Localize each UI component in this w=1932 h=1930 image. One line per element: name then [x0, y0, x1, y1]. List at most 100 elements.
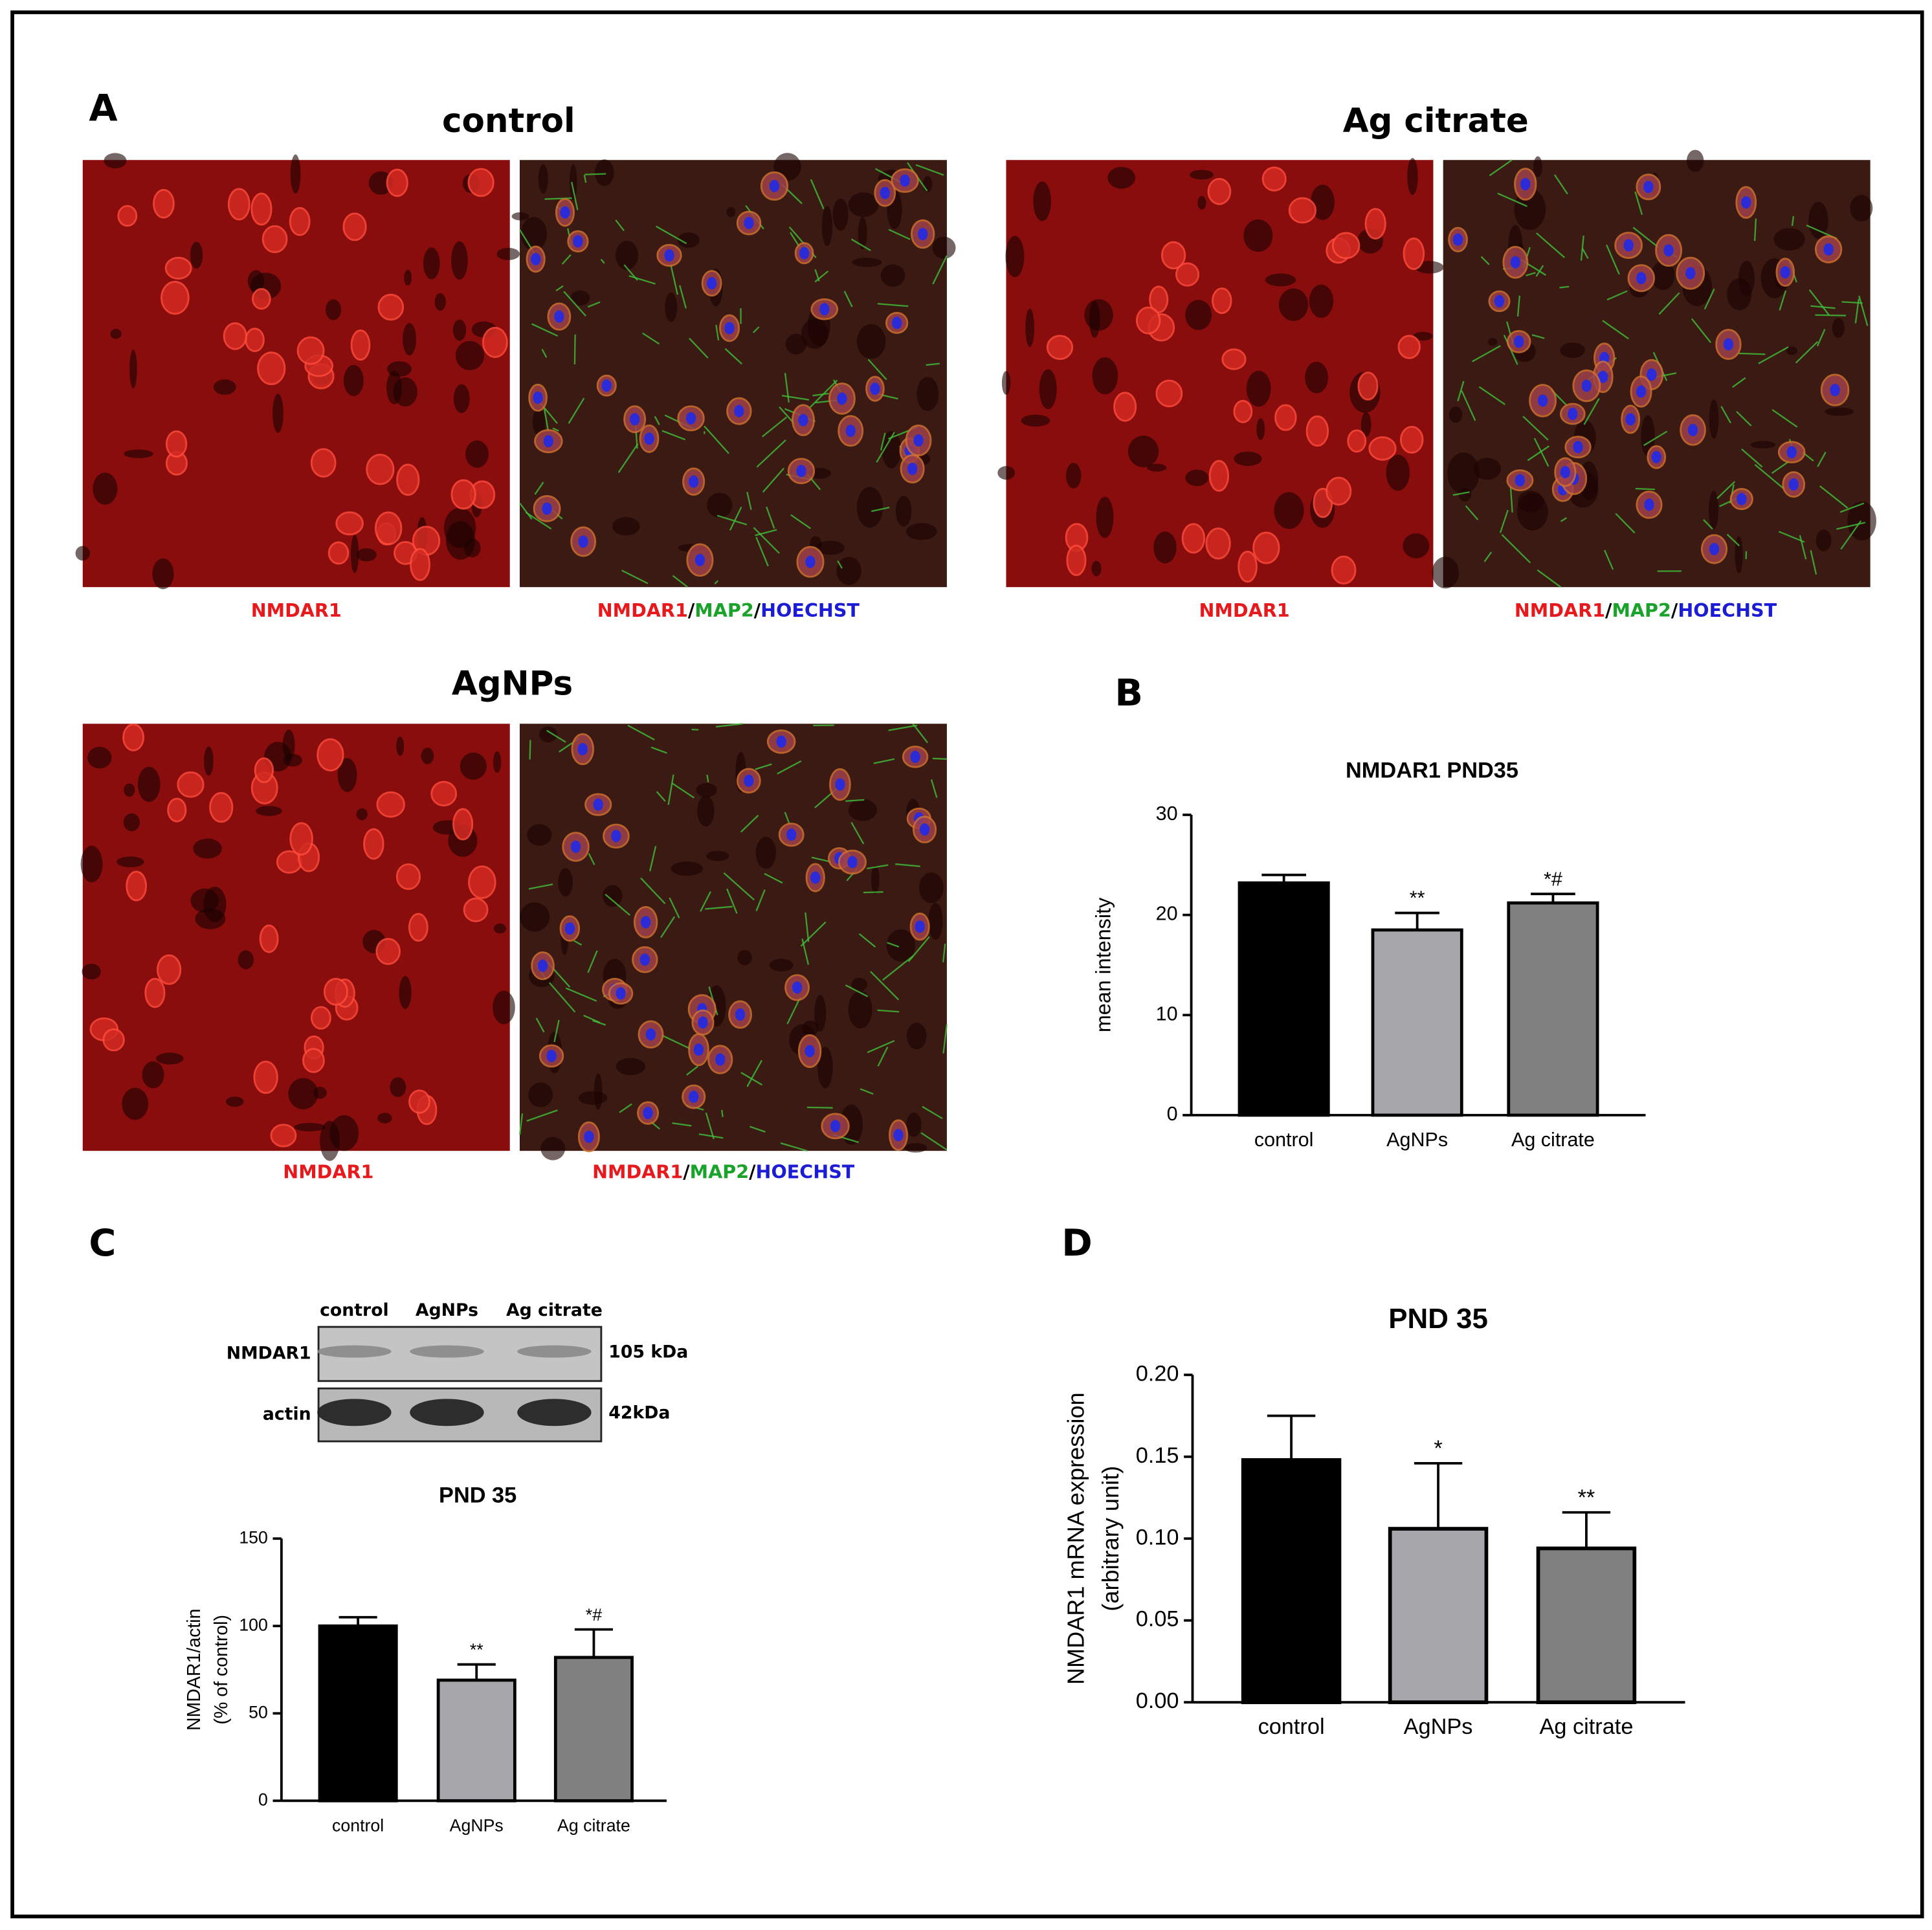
- dark-spot: [1190, 170, 1214, 180]
- dark-spot: [156, 1052, 184, 1065]
- nucleus: [542, 502, 552, 515]
- nucleus: [805, 1045, 815, 1058]
- y-tick-label: 30: [1156, 803, 1178, 825]
- cell: [1331, 555, 1357, 585]
- cell: [350, 329, 371, 361]
- fiber: [1452, 491, 1470, 496]
- fiber: [755, 537, 769, 567]
- fiber: [661, 430, 686, 441]
- dark-spot: [527, 824, 552, 846]
- dark-spot: [755, 837, 777, 869]
- dark-spot: [1147, 463, 1167, 472]
- dark-spot: [204, 746, 214, 776]
- fiber: [850, 238, 871, 252]
- fiber: [555, 285, 564, 292]
- x-tick-label: Ag citrate: [1511, 1129, 1595, 1151]
- caption-part: HOECHST: [1678, 599, 1777, 621]
- fiber: [1738, 352, 1766, 355]
- caption-part: MAP2: [690, 1160, 749, 1182]
- cell: [261, 225, 288, 254]
- dark-spot: [616, 240, 639, 270]
- fiber: [623, 264, 638, 281]
- nucleus: [1685, 267, 1696, 280]
- caption-part: /: [749, 1160, 756, 1182]
- cell: [1364, 208, 1386, 239]
- dark-spot: [814, 995, 827, 1032]
- dark-spot: [1709, 399, 1719, 439]
- fiber: [922, 1105, 943, 1120]
- fiber: [686, 1065, 699, 1076]
- dark-spot: [570, 164, 577, 201]
- dark-spot: [1005, 236, 1025, 278]
- dark-spot: [1825, 407, 1854, 416]
- fiber: [915, 164, 944, 176]
- nucleus: [693, 1043, 704, 1056]
- fiber: [761, 416, 788, 438]
- cell: [1252, 531, 1280, 564]
- fiber: [749, 1126, 766, 1133]
- fiber: [845, 984, 869, 997]
- fiber: [669, 897, 680, 918]
- cell: [316, 738, 344, 771]
- dark-spot: [848, 799, 878, 821]
- dark-spot: [817, 1047, 833, 1089]
- fiber: [867, 359, 887, 381]
- cell: [1207, 178, 1232, 205]
- image-caption: NMDAR1/MAP2/HOECHST: [1515, 599, 1777, 621]
- nucleus: [792, 981, 803, 994]
- fiber: [782, 395, 810, 401]
- nucleus: [892, 316, 902, 329]
- nucleus: [1494, 294, 1505, 307]
- dark-spot: [511, 212, 529, 221]
- bar: [1536, 1546, 1637, 1705]
- nucleus: [560, 206, 570, 219]
- dark-spot: [1185, 469, 1209, 487]
- fiber: [755, 889, 766, 911]
- nucleus: [564, 922, 575, 935]
- dark-spot: [213, 379, 236, 395]
- lane-label: AgNPs: [416, 1300, 478, 1320]
- nucleus: [845, 425, 856, 438]
- cell: [410, 548, 430, 581]
- dark-spot: [399, 976, 412, 1009]
- dark-spot: [390, 1077, 406, 1098]
- fiber: [863, 891, 883, 894]
- cell: [1212, 287, 1232, 315]
- nucleus: [913, 434, 924, 447]
- fiber: [714, 580, 719, 584]
- fiber: [1643, 430, 1668, 447]
- dark-spot: [1234, 451, 1262, 466]
- dark-spot: [871, 865, 880, 894]
- fiber: [1810, 549, 1817, 575]
- dark-spot: [190, 241, 203, 269]
- cell: [161, 281, 190, 315]
- fiber: [762, 467, 784, 493]
- nucleus: [819, 303, 830, 316]
- cell: [1347, 429, 1367, 453]
- x-tick-label: Ag citrate: [557, 1815, 630, 1835]
- fiber: [689, 337, 709, 359]
- nucleus: [1581, 379, 1592, 392]
- nucleus: [1786, 446, 1797, 459]
- dark-spot: [460, 752, 487, 780]
- y-tick-label: 0: [1167, 1103, 1178, 1125]
- x-tick-label: AgNPs: [450, 1815, 504, 1835]
- fiber: [525, 511, 552, 530]
- dark-spot: [1246, 370, 1271, 407]
- fiber: [670, 264, 679, 295]
- nucleus: [799, 247, 810, 260]
- fiber: [1615, 513, 1636, 534]
- fiber: [784, 812, 790, 825]
- cell: [1205, 527, 1231, 560]
- size-label: 105 kDa: [608, 1342, 688, 1362]
- nucleus: [1625, 413, 1636, 426]
- chart-title: NMDAR1 PND35: [1346, 759, 1518, 783]
- fiber: [617, 443, 639, 473]
- fiber: [805, 912, 810, 942]
- fiber: [587, 301, 601, 308]
- fiber: [704, 425, 729, 454]
- dark-spot: [520, 902, 550, 932]
- fiber: [1703, 519, 1713, 530]
- cell: [323, 977, 348, 1006]
- panel-title: Ag citrate: [1343, 102, 1529, 140]
